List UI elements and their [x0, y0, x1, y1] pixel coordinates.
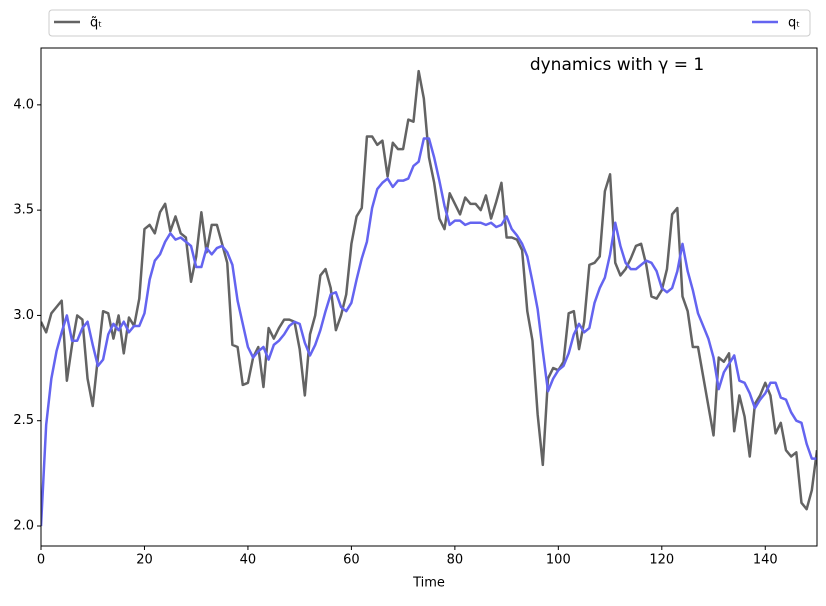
x-tick-label: 40 [240, 553, 257, 568]
legend-box [48, 9, 811, 37]
x-tick-label: 60 [343, 553, 360, 568]
x-tick-label: 100 [546, 553, 571, 568]
series-line [41, 69, 817, 511]
series-line [41, 137, 817, 527]
x-axis-label: Time [412, 576, 445, 591]
x-tick-label: 80 [447, 553, 464, 568]
y-tick-label: 2.0 [13, 518, 34, 533]
y-tick-label: 3.0 [13, 308, 34, 323]
y-tick-label: 3.5 [13, 203, 34, 218]
legend-label: q̃ₜ [90, 16, 102, 31]
x-tick-label: 0 [37, 553, 45, 568]
x-tick-label: 120 [649, 553, 674, 568]
plot-frame [40, 47, 818, 547]
legend-label: qₜ [788, 16, 800, 31]
y-tick-label: 4.0 [13, 97, 34, 112]
y-tick-label: 2.5 [13, 413, 34, 428]
chart-title: dynamics with γ = 1 [530, 55, 704, 75]
x-tick-label: 140 [753, 553, 778, 568]
x-tick-label: 20 [136, 553, 153, 568]
